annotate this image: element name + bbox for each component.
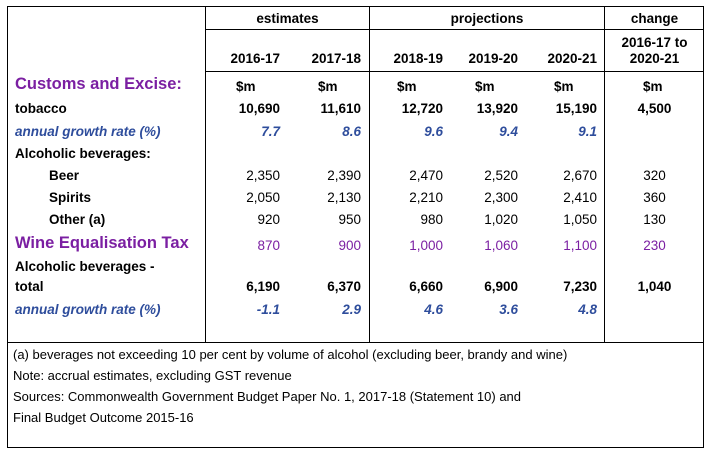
cell: 1,020 bbox=[484, 212, 518, 227]
cell: 11,610 bbox=[320, 101, 361, 116]
cell: 9.6 bbox=[424, 124, 443, 139]
cell: 870 bbox=[257, 238, 280, 253]
cell: -1.1 bbox=[256, 302, 280, 317]
cell: 2,390 bbox=[327, 168, 361, 183]
row-label-spirits: Spirits bbox=[49, 190, 92, 205]
table-frame bbox=[7, 6, 704, 448]
change-header-line1: 2016-17 to bbox=[621, 35, 688, 50]
row-label-growth: annual growth rate (%) bbox=[15, 124, 161, 139]
sources-line2: Final Budget Outcome 2015-16 bbox=[13, 410, 194, 425]
cell: 980 bbox=[420, 212, 443, 227]
cell: 2.9 bbox=[342, 302, 361, 317]
cell: 2,300 bbox=[484, 190, 518, 205]
cell: 8.6 bbox=[342, 124, 361, 139]
cell: 1,050 bbox=[563, 212, 597, 227]
cell: 4,500 bbox=[637, 101, 672, 116]
cell: 1,040 bbox=[637, 279, 672, 294]
sources-line1: Sources: Commonwealth Government Budget … bbox=[13, 389, 522, 404]
row-label-growth: annual growth rate (%) bbox=[15, 302, 161, 317]
cell: 6,190 bbox=[246, 279, 280, 294]
cell: 130 bbox=[643, 212, 666, 227]
cell: 2,470 bbox=[409, 168, 443, 183]
note-accrual: Note: accrual estimates, excluding GST r… bbox=[13, 368, 292, 383]
cell: 15,190 bbox=[555, 101, 597, 116]
section-customs-excise: Customs and Excise: bbox=[15, 75, 182, 93]
divider bbox=[7, 342, 704, 343]
cell: 920 bbox=[257, 212, 280, 227]
cell: 9.4 bbox=[499, 124, 518, 139]
cell: 10,690 bbox=[238, 101, 280, 116]
cell: 2,130 bbox=[327, 190, 361, 205]
cell: 7,230 bbox=[563, 279, 597, 294]
divider bbox=[369, 6, 370, 343]
cell: 2,520 bbox=[484, 168, 518, 183]
cell: 360 bbox=[643, 190, 666, 205]
row-label-total-line2: total bbox=[15, 279, 44, 294]
cell: 9.1 bbox=[578, 124, 597, 139]
year-header: 2020-21 bbox=[547, 51, 597, 66]
unit-label: $m bbox=[236, 79, 256, 94]
cell: 7.7 bbox=[261, 124, 280, 139]
row-label-beer: Beer bbox=[49, 168, 80, 183]
cell: 3.6 bbox=[499, 302, 518, 317]
header-projections: projections bbox=[450, 11, 524, 26]
year-header: 2018-19 bbox=[393, 51, 443, 66]
cell: 900 bbox=[338, 238, 361, 253]
header-estimates: estimates bbox=[256, 11, 319, 26]
cell: 1,000 bbox=[409, 238, 443, 253]
cell: 4.6 bbox=[424, 302, 443, 317]
unit-label: $m bbox=[318, 79, 338, 94]
unit-label: $m bbox=[554, 79, 574, 94]
cell: 950 bbox=[338, 212, 361, 227]
row-label-alcoholic: Alcoholic beverages: bbox=[15, 146, 151, 161]
unit-label: $m bbox=[643, 79, 663, 94]
row-label-tobacco: tobacco bbox=[15, 101, 67, 116]
year-header: 2017-18 bbox=[311, 51, 361, 66]
cell: 13,920 bbox=[476, 101, 518, 116]
footnote-a: (a) beverages not exceeding 10 per cent … bbox=[13, 347, 568, 362]
cell: 230 bbox=[643, 238, 666, 253]
cell: 12,720 bbox=[401, 101, 443, 116]
cell: 2,210 bbox=[409, 190, 443, 205]
unit-label: $m bbox=[397, 79, 417, 94]
divider bbox=[205, 6, 206, 343]
year-header: 2019-20 bbox=[468, 51, 518, 66]
divider bbox=[205, 29, 704, 30]
cell: 6,370 bbox=[327, 279, 361, 294]
divider bbox=[604, 6, 605, 343]
cell: 2,350 bbox=[246, 168, 280, 183]
cell: 4.8 bbox=[578, 302, 597, 317]
cell: 320 bbox=[643, 168, 666, 183]
cell: 2,050 bbox=[246, 190, 280, 205]
cell: 2,410 bbox=[563, 190, 597, 205]
row-label-total-line1: Alcoholic beverages - bbox=[15, 259, 155, 274]
row-label-wine-equalisation-tax: Wine Equalisation Tax bbox=[15, 234, 189, 252]
cell: 6,900 bbox=[484, 279, 518, 294]
row-label-other: Other (a) bbox=[49, 212, 106, 227]
header-change: change bbox=[630, 11, 679, 26]
cell: 1,060 bbox=[484, 238, 518, 253]
year-header: 2016-17 bbox=[230, 51, 280, 66]
cell: 2,670 bbox=[563, 168, 597, 183]
divider bbox=[205, 71, 704, 72]
cell: 6,660 bbox=[409, 279, 443, 294]
unit-label: $m bbox=[475, 79, 495, 94]
cell: 1,100 bbox=[563, 238, 597, 253]
change-header-line2: 2020-21 bbox=[629, 51, 680, 66]
